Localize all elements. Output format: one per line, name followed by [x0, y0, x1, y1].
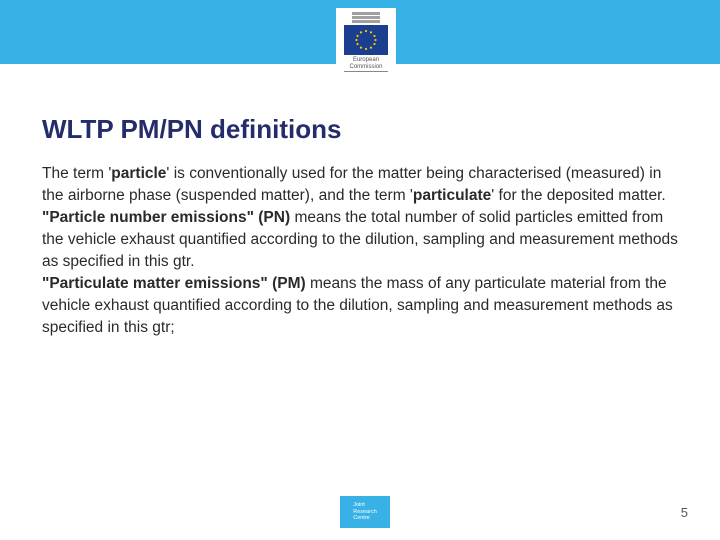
- slide-title: WLTP PM/PN definitions: [42, 114, 678, 145]
- p1-d: particulate: [413, 187, 491, 204]
- p2-a: "Particle number emissions" (PN): [42, 209, 290, 226]
- jrc-logo-text: Joint Research Centre: [351, 500, 379, 524]
- logo-underline: [344, 71, 388, 72]
- p1-b: particle: [111, 165, 166, 182]
- page-number: 5: [681, 505, 688, 520]
- body-text: The term 'particle' is conventionally us…: [42, 163, 678, 339]
- logo-text-top: European: [353, 57, 379, 63]
- eu-flag-icon: [344, 25, 388, 55]
- p1-e: ' for the deposited matter.: [491, 187, 665, 204]
- logo-text: European Commission: [349, 57, 382, 70]
- banner: European Commission: [0, 0, 720, 96]
- content: WLTP PM/PN definitions The term 'particl…: [0, 96, 720, 540]
- jrc-logo: Joint Research Centre: [340, 496, 390, 528]
- slide: European Commission WLTP PM/PN definitio…: [0, 0, 720, 540]
- p1-a: The term ': [42, 165, 111, 182]
- p3-a: "Particulate matter emissions" (PM): [42, 275, 306, 292]
- ec-logo: European Commission: [336, 8, 396, 94]
- logo-text-bottom: Commission: [349, 64, 382, 70]
- logo-bars-icon: [352, 12, 380, 23]
